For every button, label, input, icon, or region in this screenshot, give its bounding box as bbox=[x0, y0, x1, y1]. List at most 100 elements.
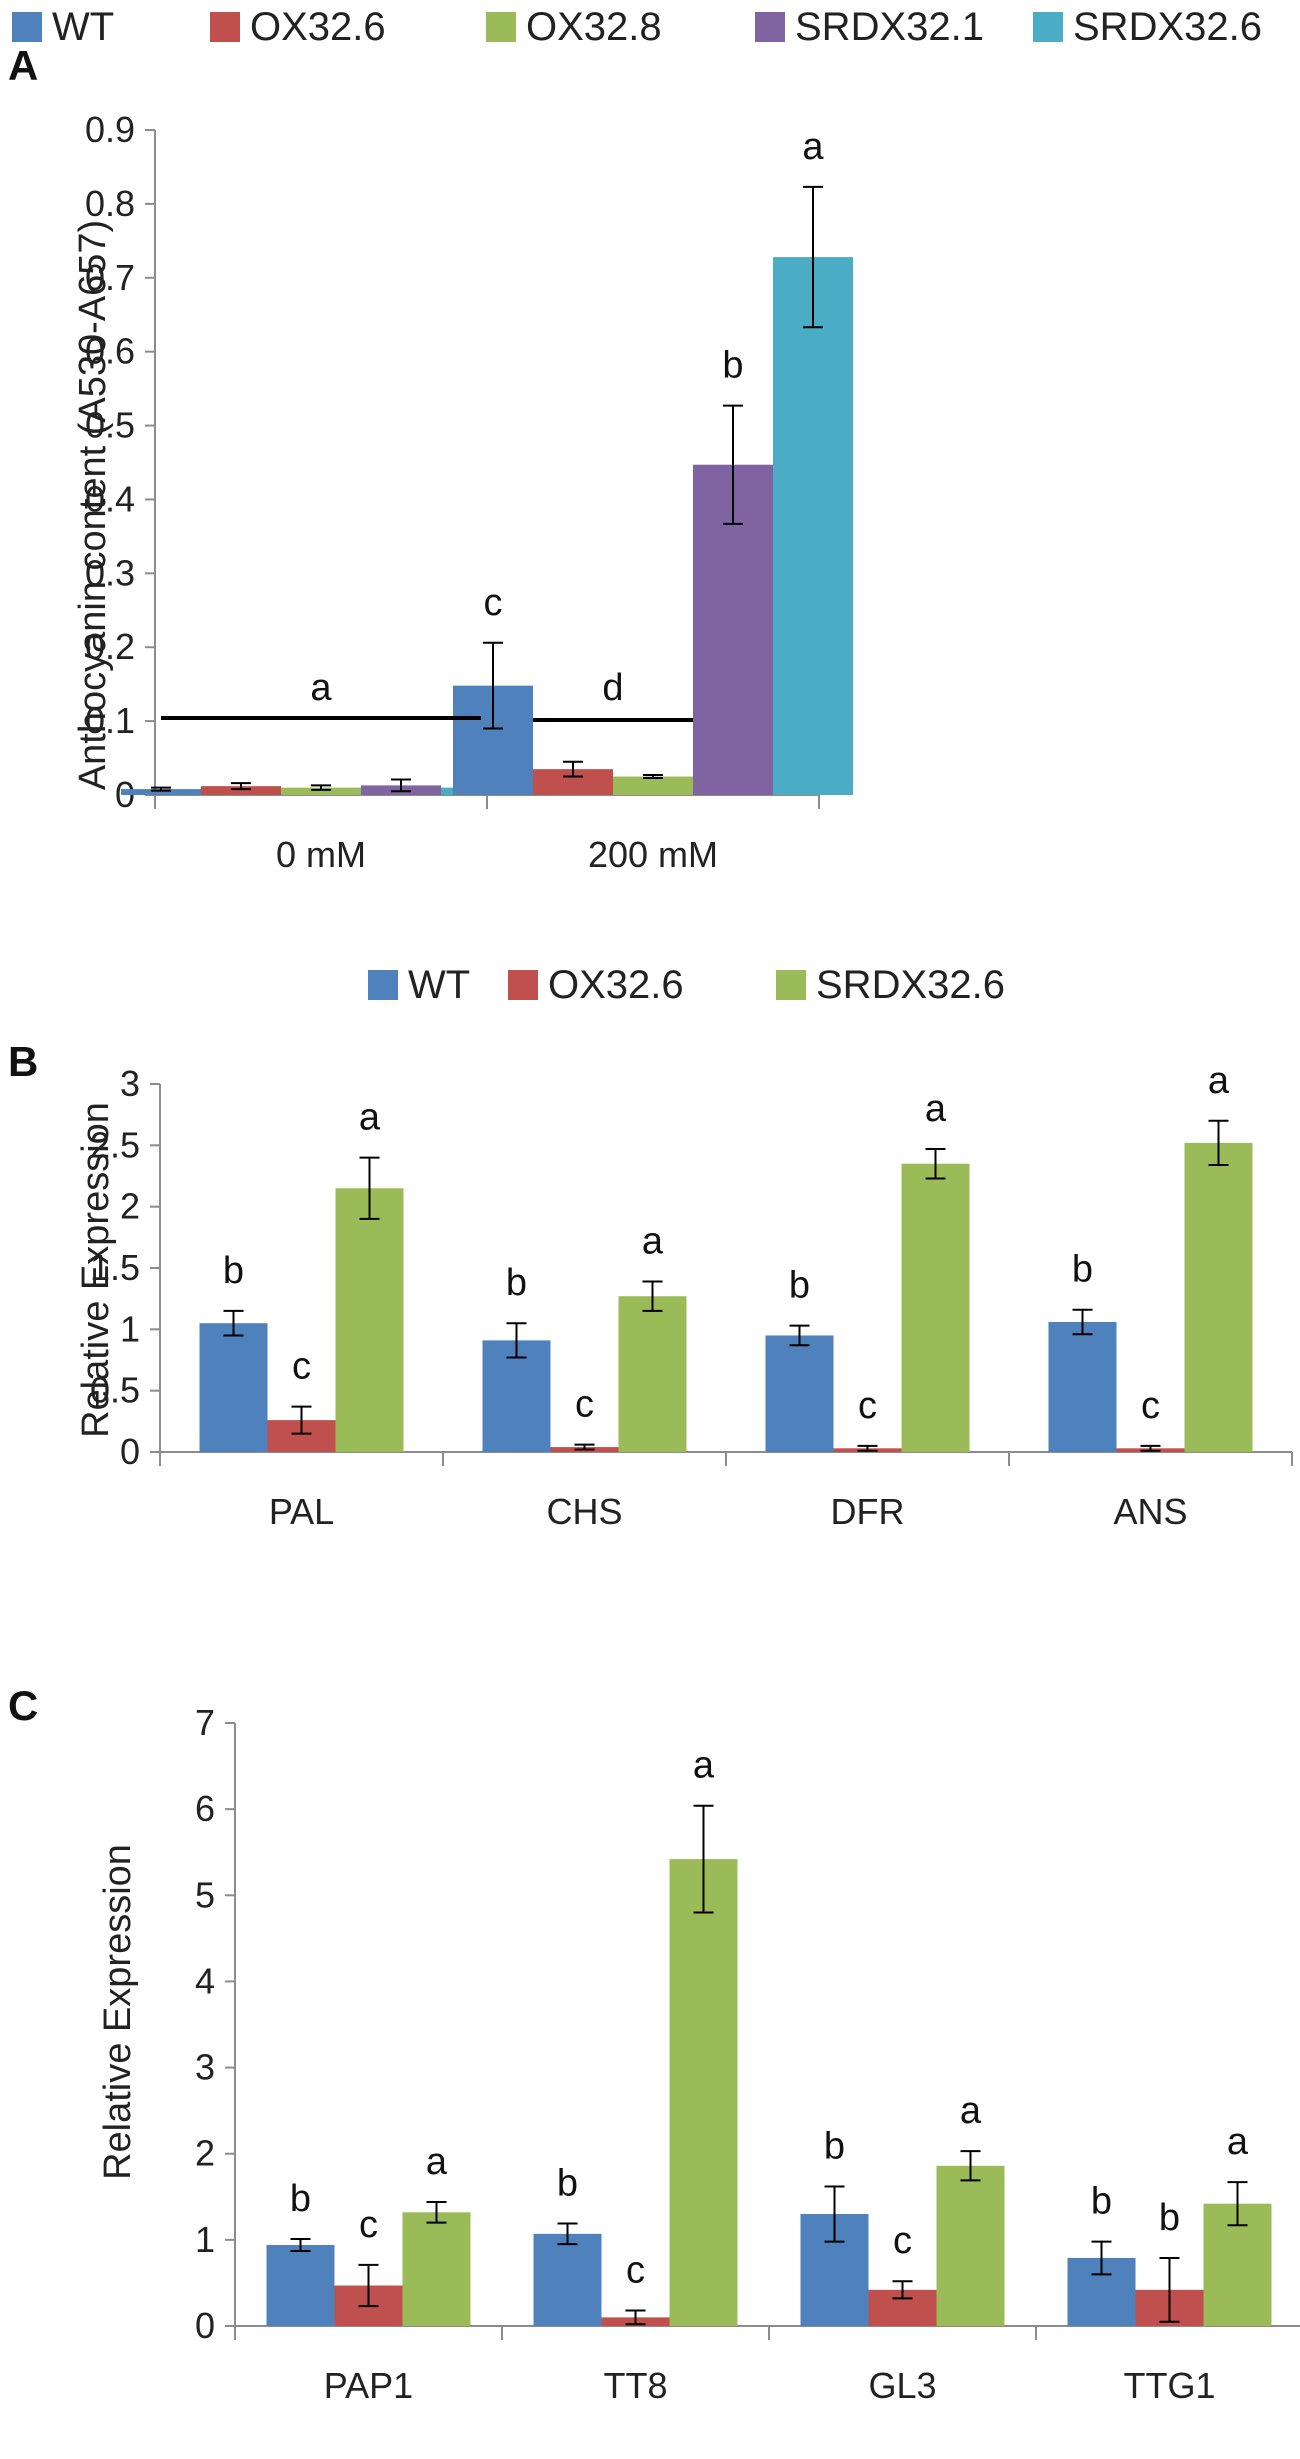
legend-label: OX32.8 bbox=[526, 5, 662, 49]
significance-label: c bbox=[626, 2249, 645, 2291]
chart-c: 0 1 2 3 4 5 6 7 PAP1 b c a TT8 b c a GL3 b c a TTG1 b b a bbox=[195, 1702, 1300, 2406]
y-tick-label: 0.5 bbox=[90, 1370, 140, 1411]
legend-swatch bbox=[508, 970, 538, 1000]
significance-label: a bbox=[426, 2141, 448, 2183]
legend-swatch bbox=[1033, 12, 1063, 42]
chart-b: 0 0.5 1 1.5 2 2.5 3 PAL b c a CHS b c a DFR b c a ANS b c a WT O… bbox=[90, 963, 1293, 1532]
bar-srdx32-6 bbox=[402, 2212, 471, 2326]
y-tick-label: 0.1 bbox=[85, 700, 135, 741]
significance-label: b bbox=[506, 1262, 527, 1304]
significance-label: b bbox=[1072, 1249, 1093, 1291]
y-tick-label: 6 bbox=[195, 1788, 215, 1829]
significance-label: b bbox=[722, 345, 743, 387]
y-tick-label: 1 bbox=[195, 2219, 215, 2260]
y-tick-label: 0.3 bbox=[85, 552, 135, 593]
significance-label: a bbox=[1208, 1060, 1230, 1102]
y-tick-label: 2 bbox=[120, 1186, 140, 1227]
legend-label: WT bbox=[52, 5, 114, 49]
y-tick-label: 3 bbox=[120, 1063, 140, 1104]
bar-wt bbox=[482, 1340, 551, 1452]
significance-label: a bbox=[960, 2090, 982, 2132]
legend-swatch bbox=[12, 12, 42, 42]
significance-label: d bbox=[602, 667, 623, 709]
significance-label: c bbox=[359, 2204, 378, 2246]
y-tick-label: 0.7 bbox=[85, 257, 135, 298]
y-tick-label: 0.5 bbox=[85, 405, 135, 446]
y-tick-label: 7 bbox=[195, 1702, 215, 1743]
x-tick-label: ANS bbox=[1113, 1491, 1187, 1532]
legend-swatch bbox=[210, 12, 240, 42]
bar-srdx32-6 bbox=[335, 1188, 404, 1452]
bar-srdx32-6 bbox=[1184, 1142, 1253, 1452]
y-tick-label: 0.2 bbox=[85, 626, 135, 667]
y-axis-label-b: Relative Expression bbox=[75, 1102, 117, 1438]
y-tick-label: 1.5 bbox=[90, 1247, 140, 1288]
significance-label: a bbox=[359, 1097, 381, 1139]
significance-label: c bbox=[893, 2220, 912, 2262]
bar-wt bbox=[121, 789, 201, 795]
bar-wt bbox=[266, 2245, 335, 2326]
significance-label: a bbox=[1227, 2121, 1249, 2163]
bar-wt bbox=[199, 1323, 268, 1452]
bar-srdx32-6 bbox=[936, 2165, 1005, 2326]
bar-srdx32-6 bbox=[618, 1296, 687, 1452]
legend-swatch bbox=[755, 12, 785, 42]
significance-label: c bbox=[1141, 1385, 1160, 1427]
x-tick-label: CHS bbox=[546, 1491, 622, 1532]
significance-label: b bbox=[557, 2162, 578, 2204]
y-tick-label: 0.4 bbox=[85, 478, 135, 519]
significance-label: a bbox=[310, 667, 332, 709]
legend-swatch bbox=[486, 12, 516, 42]
x-tick-label: 200 mM bbox=[588, 834, 718, 875]
significance-label: a bbox=[802, 126, 824, 168]
bar-srdx32-6 bbox=[669, 1859, 738, 2326]
legend-swatch bbox=[368, 970, 398, 1000]
bar-srdx32-6 bbox=[773, 257, 853, 796]
significance-label: c bbox=[292, 1346, 311, 1388]
bar-srdx32-6 bbox=[901, 1163, 970, 1452]
bar-wt bbox=[1048, 1321, 1117, 1452]
significance-label: b bbox=[824, 2125, 845, 2167]
legend-swatch bbox=[776, 970, 806, 1000]
y-tick-label: 0.8 bbox=[85, 183, 135, 224]
legend-label: SRDX32.6 bbox=[1073, 5, 1262, 49]
significance-label: b bbox=[290, 2178, 311, 2220]
significance-label: c bbox=[484, 582, 503, 624]
legend-label: OX32.6 bbox=[250, 5, 386, 49]
legend-label: SRDX32.1 bbox=[795, 5, 984, 49]
x-tick-label: PAL bbox=[269, 1491, 334, 1532]
panel-label-a: A bbox=[8, 42, 38, 89]
y-tick-label: 0 bbox=[195, 2305, 215, 2346]
x-tick-label: TTG1 bbox=[1123, 2365, 1215, 2406]
y-tick-label: 1 bbox=[120, 1308, 140, 1349]
y-tick-label: 2 bbox=[195, 2133, 215, 2174]
y-tick-label: 0.6 bbox=[85, 331, 135, 372]
x-tick-label: GL3 bbox=[868, 2365, 936, 2406]
y-tick-label: 3 bbox=[195, 2047, 215, 2088]
x-tick-label: PAP1 bbox=[324, 2365, 413, 2406]
legend-label: SRDX32.6 bbox=[816, 963, 1005, 1007]
bar-wt bbox=[765, 1335, 834, 1452]
significance-label: c bbox=[858, 1385, 877, 1427]
x-tick-label: DFR bbox=[831, 1491, 905, 1532]
panel-label-b: B bbox=[8, 1038, 38, 1085]
significance-label: b bbox=[223, 1250, 244, 1292]
significance-label: a bbox=[693, 1745, 715, 1787]
y-axis-label-c: Relative Expression bbox=[97, 1844, 139, 2180]
significance-label: b bbox=[789, 1265, 810, 1307]
y-tick-label: 0.9 bbox=[85, 109, 135, 150]
legend-label: OX32.6 bbox=[548, 963, 684, 1007]
x-tick-label: TT8 bbox=[603, 2365, 667, 2406]
bar-ox32-6 bbox=[201, 786, 281, 795]
significance-label: b bbox=[1091, 2181, 1112, 2223]
significance-label: c bbox=[575, 1384, 594, 1426]
y-axis-label-a: Anthocyanin content (A530-A657) bbox=[72, 220, 114, 790]
bar-ox32-8 bbox=[281, 787, 361, 795]
x-tick-label: 0 mM bbox=[276, 834, 366, 875]
y-tick-label: 5 bbox=[195, 1874, 215, 1915]
legend-label: WT bbox=[408, 963, 470, 1007]
significance-label: b bbox=[1159, 2197, 1180, 2239]
significance-label: a bbox=[642, 1220, 664, 1262]
bar-ox32-8 bbox=[613, 776, 693, 795]
